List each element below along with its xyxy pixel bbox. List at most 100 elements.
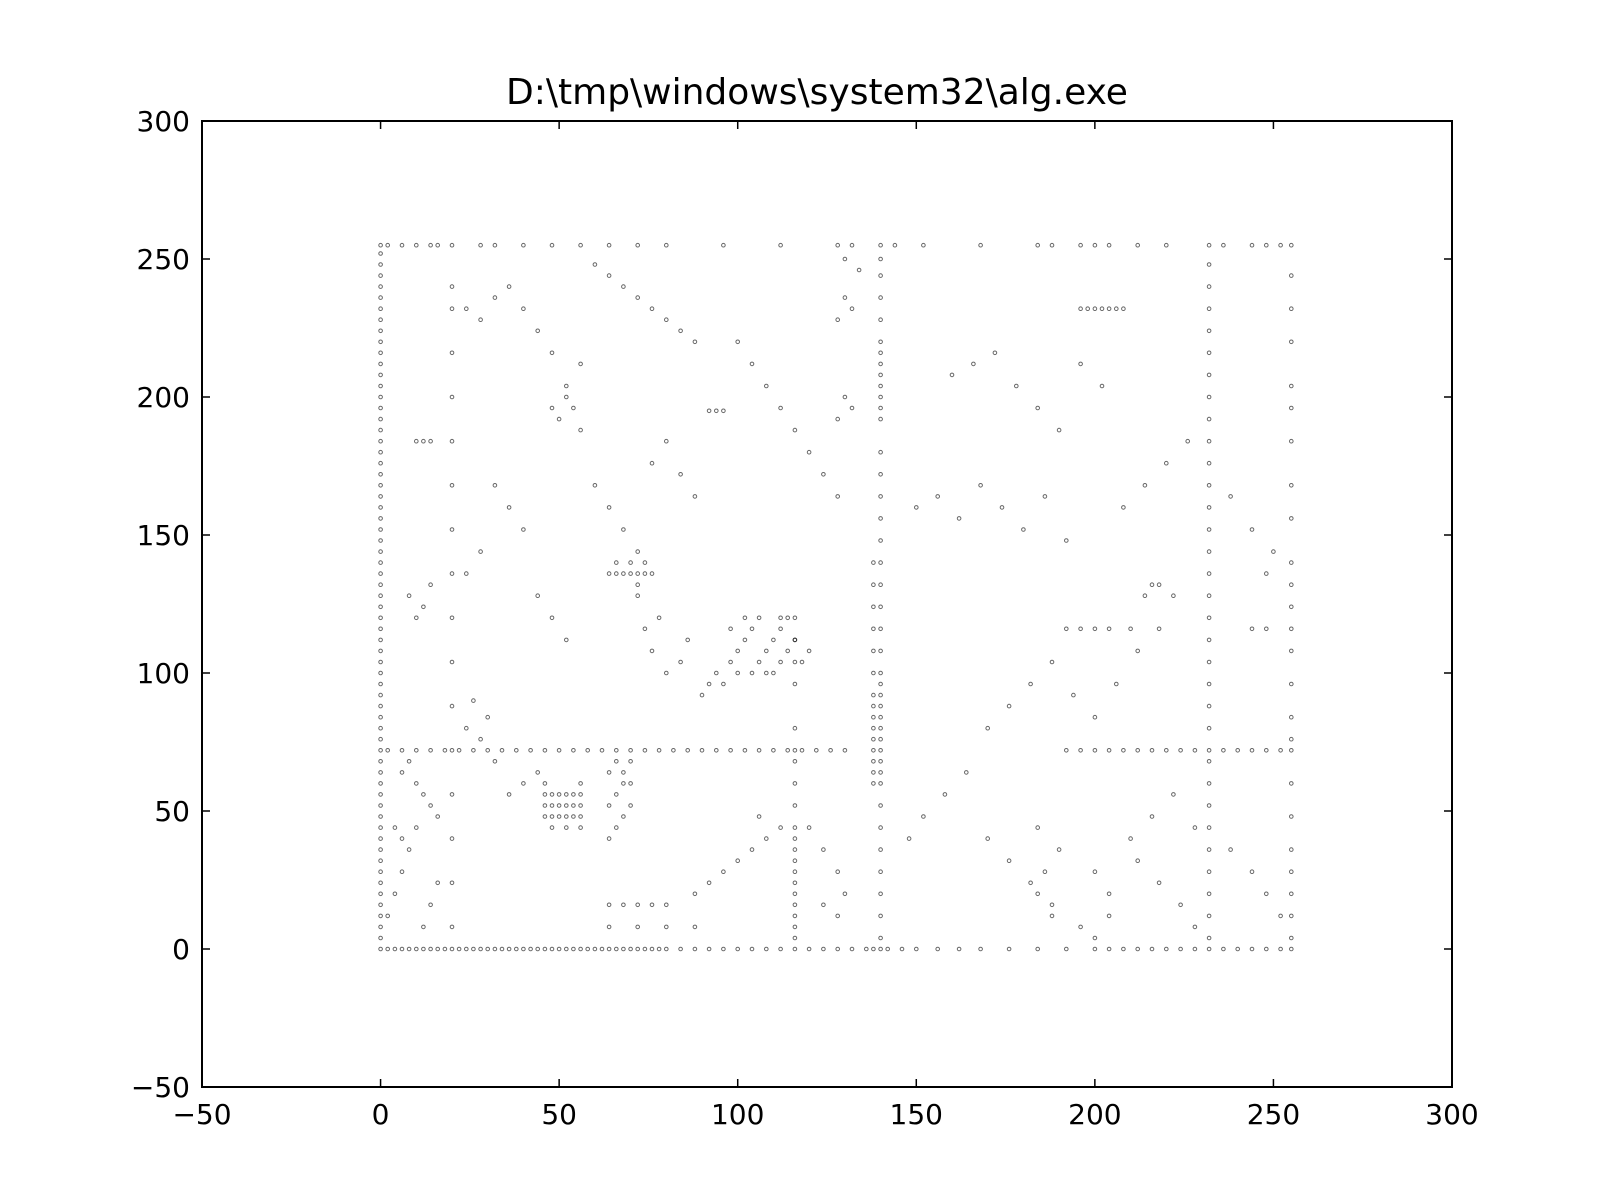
scatter-point (378, 814, 383, 819)
scatter-point (778, 242, 783, 248)
scatter-point (378, 505, 383, 510)
scatter-point (378, 361, 383, 367)
scatter-point (621, 571, 626, 576)
x-tick-label: 150 (890, 1098, 943, 1131)
scatter-point (1289, 781, 1294, 786)
scatter-point (949, 372, 955, 378)
scatter-point (1092, 869, 1098, 875)
scatter-point (564, 825, 569, 830)
scatter-point (1235, 748, 1240, 753)
scatter-point (556, 803, 562, 808)
scatter-point (392, 825, 398, 830)
scatter-point (578, 242, 583, 248)
scatter-point (485, 714, 491, 720)
scatter-point (571, 803, 576, 808)
scatter-point (1156, 626, 1162, 632)
scatter-point (606, 803, 612, 808)
scatter-point (656, 946, 662, 952)
scatter-point (971, 361, 976, 367)
scatter-point (1028, 681, 1033, 687)
scatter-point (871, 748, 876, 753)
scatter-point (1206, 527, 1212, 532)
scatter-point (378, 891, 383, 897)
scatter-point (1071, 692, 1076, 698)
scatter-point (606, 902, 612, 908)
scatter-point (621, 527, 626, 532)
scatter-point (606, 242, 612, 248)
scatter-point (535, 328, 541, 334)
scatter-point (1178, 946, 1183, 952)
scatter-point (578, 946, 583, 952)
scatter-point (378, 946, 383, 952)
scatter-point (878, 372, 883, 378)
scatter-point (1114, 306, 1119, 312)
scatter-point (685, 637, 691, 643)
scatter-point (878, 770, 883, 775)
scatter-point (792, 781, 798, 786)
scatter-point (1206, 781, 1212, 786)
scatter-point (642, 571, 648, 576)
scatter-point (521, 527, 526, 532)
scatter-point (664, 902, 669, 908)
scatter-point (1035, 242, 1040, 248)
scatter-point (878, 692, 883, 698)
scatter-point (1092, 935, 1098, 941)
scatter-point (378, 847, 383, 852)
scatter-point (556, 416, 562, 422)
scatter-point (1264, 571, 1269, 576)
scatter-point (628, 571, 633, 576)
scatter-point (885, 946, 891, 952)
scatter-point (521, 946, 526, 952)
scatter-point (656, 615, 662, 621)
scatter-point (792, 637, 798, 643)
scatter-point (878, 703, 883, 709)
scatter-point (1192, 825, 1198, 830)
scatter-point (764, 383, 769, 389)
scatter-point (692, 494, 698, 499)
scatter-point (471, 698, 476, 703)
scatter-point (1085, 306, 1090, 312)
scatter-point (1206, 681, 1212, 687)
scatter-point (1289, 516, 1294, 521)
scatter-point (621, 902, 626, 908)
scatter-point (1135, 946, 1140, 952)
scatter-point (871, 736, 876, 742)
scatter-point (792, 427, 798, 433)
scatter-point (878, 759, 883, 764)
scatter-point (378, 571, 383, 576)
scatter-point (1092, 946, 1098, 952)
scatter-point (821, 946, 826, 952)
scatter-point (878, 339, 883, 345)
scatter-point (428, 438, 433, 444)
scatter-point (378, 725, 383, 731)
scatter-point (1206, 571, 1212, 576)
scatter-point (535, 593, 541, 599)
scatter-point (378, 549, 383, 554)
scatter-point (1078, 626, 1083, 632)
scatter-point (1249, 946, 1255, 952)
scatter-point (378, 516, 383, 521)
scatter-point (871, 714, 876, 720)
scatter-point (1228, 847, 1233, 852)
scatter-point (399, 748, 405, 753)
scatter-point (628, 759, 633, 764)
scatter-point (506, 284, 512, 289)
scatter-point (414, 242, 419, 248)
scatter-point (649, 460, 655, 466)
scatter-point (614, 748, 619, 753)
scatter-point (449, 615, 455, 621)
scatter-point (578, 814, 583, 819)
scatter-point (592, 483, 598, 488)
scatter-point (899, 946, 905, 952)
scatter-point (871, 648, 876, 654)
scatter-point (985, 836, 991, 841)
scatter-point (399, 242, 405, 248)
scatter-point (835, 416, 841, 422)
scatter-point (728, 659, 733, 665)
scatter-point (1035, 405, 1040, 411)
scatter-point (1289, 306, 1294, 312)
scatter-point (664, 670, 669, 676)
scatter-point (435, 242, 441, 248)
scatter-point (399, 770, 405, 775)
scatter-point (1156, 880, 1162, 886)
